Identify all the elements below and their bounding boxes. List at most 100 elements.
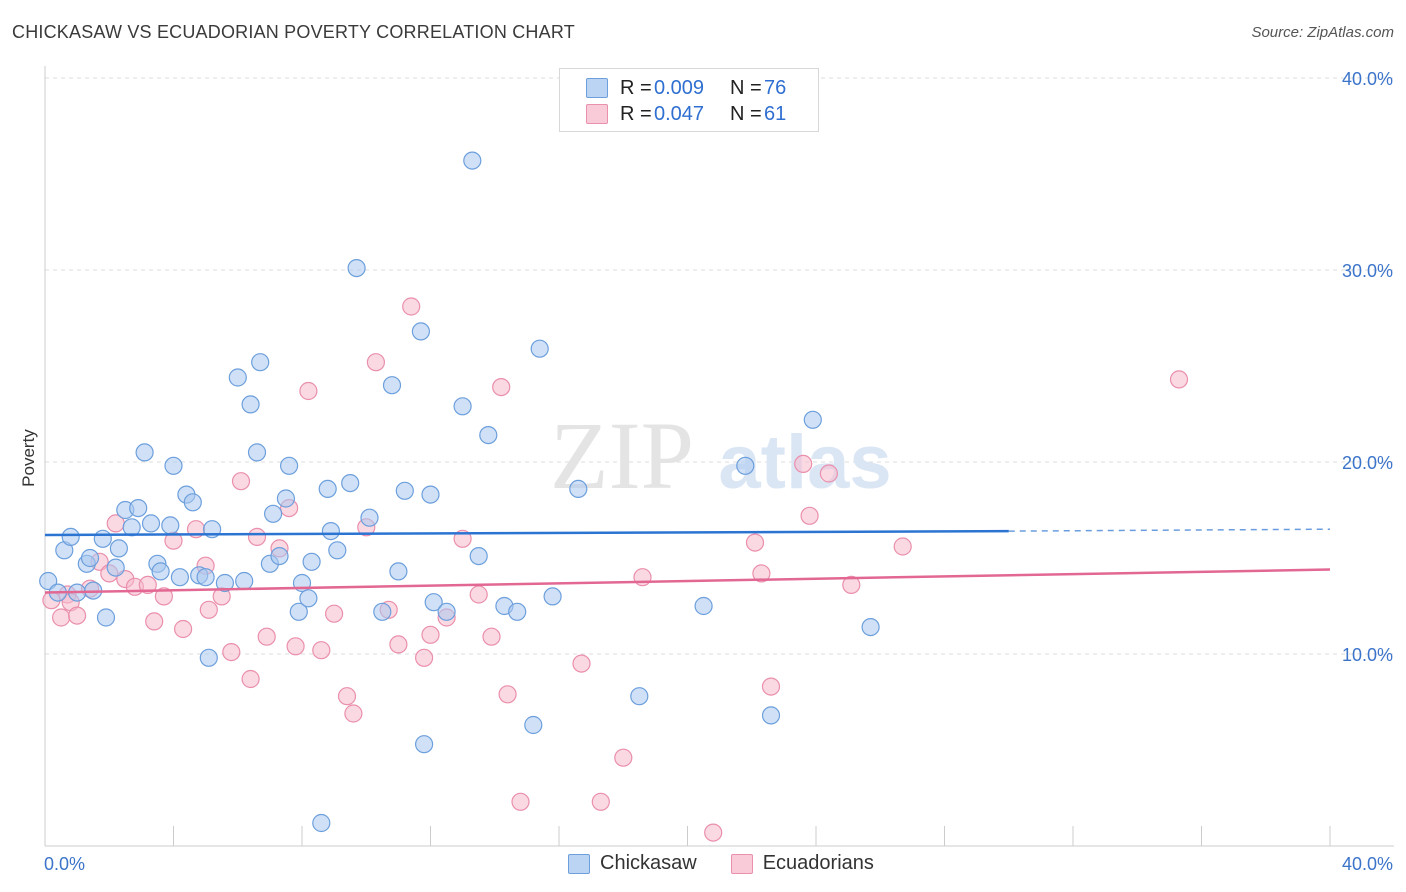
ecuadorians-point: [498, 685, 517, 704]
legend-n-value: 61: [764, 102, 787, 125]
chickasaw-point: [395, 481, 414, 500]
chickasaw-point: [299, 589, 318, 608]
chickasaw-point: [96, 608, 116, 627]
ecuadorians-point: [222, 642, 241, 662]
ecuadorians-point: [241, 669, 260, 689]
ecuadorians-point: [511, 792, 530, 811]
chickasaw-point: [373, 602, 392, 621]
chickasaw-point: [302, 552, 321, 571]
chickasaw-trend-extension: [1008, 528, 1331, 532]
ecuadorians-point: [199, 600, 218, 619]
series-legend: Chickasaw Ecuadorians: [568, 852, 908, 875]
chickasaw-point: [694, 596, 713, 616]
y-axis-label: Poverty: [19, 429, 38, 487]
ecuadorians-point: [286, 637, 305, 656]
ecuadorians-point: [591, 792, 610, 811]
trend-lines: [44, 528, 1331, 594]
ecuadorians-point: [154, 587, 173, 606]
y-tick-label: 30.0%: [1342, 261, 1393, 281]
source-credit: Source: ZipAtlas.com: [1251, 24, 1394, 41]
chickasaw-point: [437, 602, 456, 621]
legend-n-label: N =: [730, 76, 762, 99]
axes: [44, 66, 1394, 847]
chickasaw-point: [569, 479, 588, 498]
y-tick-label: 10.0%: [1342, 645, 1393, 665]
chickasaw-point: [341, 474, 360, 493]
chickasaw-point: [270, 546, 289, 566]
chickasaw-points: [39, 151, 880, 833]
legend-item-chickasaw: Chickasaw: [568, 852, 697, 875]
ecuadorians-point: [257, 627, 276, 646]
ecuadorians-point: [761, 677, 781, 696]
chart-title: CHICKASAW VS ECUADORIAN POVERTY CORRELAT…: [12, 22, 575, 42]
ecuadorians-point: [415, 648, 434, 667]
chickasaw-point: [276, 489, 295, 508]
ecuadorians-point: [366, 353, 385, 372]
chickasaw-point: [129, 499, 148, 518]
ecuadorians-point: [794, 454, 813, 473]
legend-swatch-blue: [568, 853, 590, 874]
ecuadorians-point: [389, 635, 408, 654]
legend-n-value: 76: [764, 76, 787, 99]
chickasaw-point: [415, 735, 434, 754]
chickasaw-point: [530, 339, 549, 358]
y-tick-label: 40.0%: [1342, 69, 1393, 89]
chickasaw-point: [389, 562, 408, 581]
chickasaw-point: [312, 813, 331, 833]
chickasaw-point: [318, 479, 337, 498]
ecuadorians-point: [492, 378, 511, 397]
legend-label-ecuadorians: Ecuadorians: [762, 852, 874, 874]
ecuadorians-point: [842, 575, 861, 595]
chickasaw-point: [161, 516, 180, 535]
chickasaw-point: [543, 587, 562, 606]
chickasaw-point: [411, 322, 430, 341]
legend-r-label: R =: [620, 102, 652, 125]
chickasaw-point: [135, 443, 154, 462]
ecuadorians-point: [704, 823, 723, 842]
ecuadorians-point: [800, 506, 819, 525]
chickasaw-point: [508, 602, 527, 621]
ecuadorians-point: [752, 564, 771, 583]
chickasaw-point: [183, 493, 202, 512]
chickasaw-point: [247, 443, 267, 462]
chickasaw-point: [215, 573, 234, 593]
legend-row-chickasaw: R = 0.009 N = 76: [586, 76, 786, 100]
chickasaw-point: [453, 397, 472, 416]
ecuadorians-point: [231, 472, 251, 491]
ecuadorians-point: [745, 533, 765, 552]
chickasaw-point: [382, 376, 402, 395]
chickasaw-point: [424, 593, 443, 612]
ecuadorians-point: [145, 612, 164, 631]
chickasaw-point: [106, 558, 125, 577]
legend-swatch-pink: [730, 853, 753, 874]
chickasaw-point: [39, 571, 58, 591]
chickasaw-point: [280, 456, 299, 475]
x-tick-label: 40.0%: [1342, 854, 1393, 874]
chickasaw-point: [861, 617, 880, 637]
y-tick-label: 20.0%: [1342, 453, 1393, 473]
chickasaw-point: [170, 568, 189, 587]
legend-r-label: R =: [620, 76, 652, 99]
ecuadorians-point: [402, 297, 421, 316]
chickasaw-point: [109, 539, 129, 558]
chickasaw-point: [251, 353, 270, 372]
chickasaw-point: [241, 395, 260, 414]
legend-r-value: 0.047: [654, 102, 705, 125]
chickasaw-point: [196, 568, 215, 587]
chickasaw-point: [80, 548, 100, 568]
legend-swatch-blue: [586, 78, 608, 98]
chickasaw-point: [151, 562, 170, 581]
chickasaw-point: [421, 485, 440, 504]
ecuadorians-point: [312, 641, 331, 660]
ecuadorians-point: [174, 619, 193, 639]
tick-labels: 10.0% 20.0% 30.0% 40.0% 0.0% 40.0%: [44, 69, 1393, 874]
ecuadorians-point: [138, 575, 157, 595]
ecuadorians-point: [67, 606, 87, 625]
chickasaw-point: [264, 504, 283, 523]
chickasaw-point: [479, 426, 498, 445]
chickasaw-point: [736, 456, 755, 475]
ecuadorians-point: [614, 748, 633, 767]
chickasaw-point: [347, 259, 366, 278]
ecuadorians-point: [51, 608, 71, 627]
ecuadorians-point: [247, 527, 267, 547]
